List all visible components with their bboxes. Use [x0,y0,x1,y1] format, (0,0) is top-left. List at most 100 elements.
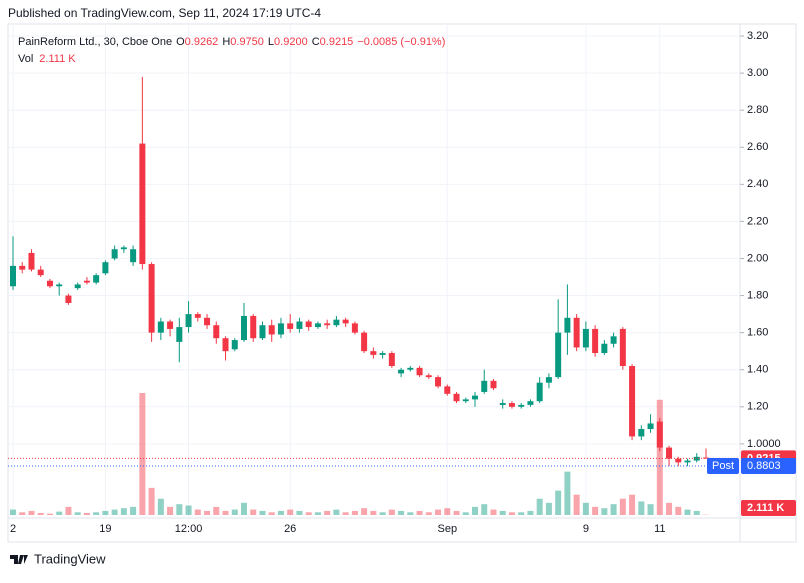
symbol: PainReform Ltd., 30, Cboe One [18,36,172,48]
candle-body [28,253,34,270]
candle-body [112,249,118,258]
volume-bar [592,507,598,515]
volume-bar [675,507,681,515]
candle-body [490,381,496,388]
candle-body [657,422,663,448]
y-tick-label: 1.60 [747,327,768,339]
volume-bar [204,511,210,515]
volume-bar [278,511,284,515]
post-price-label: 0.8803 [747,460,781,472]
candle-body [592,329,598,353]
candle-body [333,320,339,326]
volume-bar [241,503,247,515]
x-tick-label: 11 [654,523,665,535]
volume-bar [38,513,44,515]
candle-body [370,351,376,355]
volume-bar [426,512,432,515]
volume-bar [444,508,450,515]
volume-bar [269,512,275,515]
volume-bar [84,513,90,515]
volume-bar [176,504,182,515]
x-tick-label: 2 [10,523,16,535]
candle-body [444,386,450,393]
y-tick-label: 2.60 [747,141,768,153]
volume-bar [287,510,293,515]
candle-body [176,327,182,342]
candle-body [343,320,349,324]
candle-body [324,323,330,325]
volume-bar [389,510,395,515]
candle-body [352,323,358,332]
candle-body [435,377,441,386]
candle-body [675,459,681,463]
volume-label: Vol [18,53,33,65]
volume-bar [19,512,25,515]
volume-bar [259,511,265,515]
volume-bar [463,512,469,515]
volume-bar [223,511,229,515]
ohlc-key: C [312,36,320,48]
volume-bar [232,510,238,515]
volume-bar [481,504,487,515]
volume-bar [139,393,145,515]
volume-bar [537,499,543,515]
candle-body [278,323,284,334]
candle-body [555,333,561,377]
volume-value: 2.111 K [39,53,76,65]
candle-body [38,270,44,276]
volume-bar [657,400,663,515]
y-tick-label: 1.40 [747,364,768,376]
candle-body [407,368,413,370]
volume-bar [666,503,672,515]
ohlc-value: 0.9750 [230,36,264,48]
volume-bar [343,512,349,515]
x-tick-label: 12:00 [175,523,203,535]
candle-body [361,333,367,352]
volume-bar [361,508,367,515]
candle-body [463,399,469,401]
y-tick-label: 2.40 [747,178,768,190]
candle-body [121,247,127,249]
volume-bar [93,512,99,515]
ohlc-value: 0.9200 [274,36,308,48]
candle-body [269,325,275,334]
candle-body [287,323,293,329]
y-tick-label: 2.00 [747,252,768,264]
volume-bar [130,507,136,515]
candle-body [527,401,533,405]
candle-body [19,266,25,270]
ohlc-value: 0.9215 [320,36,354,48]
volume-bar [694,511,700,515]
candle-body [583,329,589,348]
y-tick-label: 3.00 [747,67,768,79]
candle-body [472,396,478,400]
volume-bar [518,512,524,515]
volume-bar [352,511,358,515]
candle-body [10,266,16,286]
candle-body [315,323,321,327]
candle-body [149,264,155,333]
volume-bar [306,512,312,515]
candle-body [158,322,164,333]
y-tick-label: 2.80 [747,104,768,116]
candle-body [509,403,515,407]
candle-body [546,377,552,383]
y-tick-label: 2.20 [747,215,768,227]
volume-bar [407,512,413,515]
volume-bar [149,488,155,515]
candle-body [241,316,247,340]
candle-body [685,461,691,463]
volume-bar [75,512,81,515]
candle-body [564,318,570,333]
volume-bar [56,512,62,515]
volume-bar [490,510,496,515]
volume-bar [574,495,580,515]
volume-bar [509,512,515,515]
candle-body [250,316,256,338]
candle-body [518,405,524,407]
volume-bar [47,514,53,515]
candle-body [75,284,81,288]
volume-bar [417,511,423,515]
volume-bar [167,507,173,515]
